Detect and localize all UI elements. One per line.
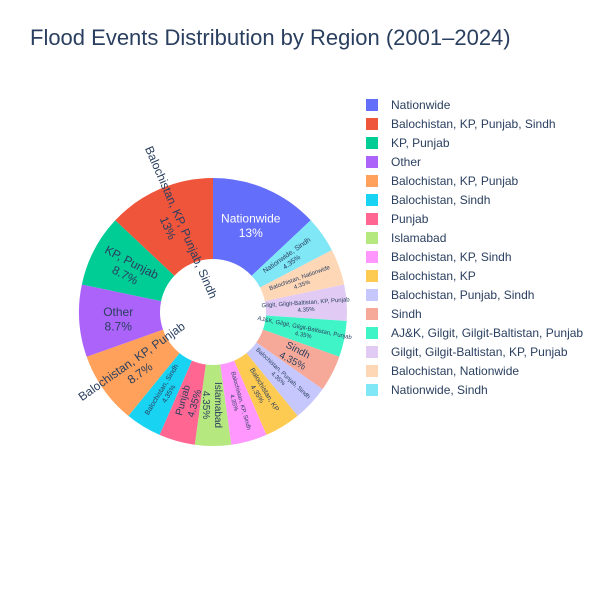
legend-label: Balochistan, Nationwide bbox=[391, 364, 519, 378]
legend-label: Balochistan, KP, Punjab, Sindh bbox=[391, 117, 556, 131]
chart-title: Flood Events Distribution by Region (200… bbox=[30, 25, 511, 50]
slice-nationwide-sindh[interactable] bbox=[251, 220, 332, 288]
legend-swatch bbox=[366, 194, 378, 206]
slice-balochistan-kp-sindh[interactable] bbox=[220, 360, 267, 445]
slice-ajandk-gilgit-gilgit-baltistan-punjab[interactable] bbox=[262, 315, 347, 357]
slice-label-percent: 4.35% bbox=[228, 394, 239, 413]
slice-islamabad[interactable] bbox=[194, 364, 232, 446]
legend-swatch bbox=[366, 232, 378, 244]
slice-sindh[interactable] bbox=[256, 329, 340, 390]
slice-balochistan-kp-punjab[interactable] bbox=[86, 329, 180, 416]
legend-label: Punjab bbox=[391, 212, 429, 226]
legend-label: AJ&K, Gilgit, Gilgit-Baltistan, Punjab bbox=[391, 326, 583, 340]
legend-item-nationwide-sindh[interactable]: Nationwide, Sindh bbox=[366, 383, 488, 397]
legend-item-balochistan-kp-sindh[interactable]: Balochistan, KP, Sindh bbox=[366, 250, 512, 264]
legend-item-balochistan-kp-punjab[interactable]: Balochistan, KP, Punjab bbox=[366, 174, 519, 188]
legend-label: Gilgit, Gilgit-Baltistan, KP, Punjab bbox=[391, 345, 568, 359]
legend-swatch bbox=[366, 289, 378, 301]
slice-label-percent: 4.35% bbox=[294, 331, 313, 340]
donut-slices bbox=[78, 178, 347, 446]
slice-nationwide[interactable] bbox=[213, 178, 311, 276]
slice-label-percent: 8.7% bbox=[105, 319, 133, 333]
legend-item-islamabad[interactable]: Islamabad bbox=[366, 231, 446, 245]
legend-item-punjab[interactable]: Punjab bbox=[366, 212, 429, 226]
legend-swatch bbox=[366, 213, 378, 225]
legend-item-ajandk-gilgit-gilgit-baltistan-punjab[interactable]: AJ&K, Gilgit, Gilgit-Baltistan, Punjab bbox=[366, 326, 583, 340]
legend-label: KP, Punjab bbox=[391, 136, 450, 150]
legend: Nationwide Balochistan, KP, Punjab, Sindh… bbox=[366, 98, 583, 397]
legend-swatch bbox=[366, 118, 378, 130]
legend-item-sindh[interactable]: Sindh bbox=[366, 307, 422, 321]
legend-item-balochistan-sindh[interactable]: Balochistan, Sindh bbox=[366, 193, 490, 207]
slice-kp-punjab[interactable] bbox=[81, 220, 175, 302]
legend-item-nationwide[interactable]: Nationwide bbox=[366, 98, 451, 112]
slice-balochistan-punjab-sindh[interactable] bbox=[246, 342, 323, 416]
legend-label: Islamabad bbox=[391, 231, 446, 245]
legend-label: Balochistan, KP bbox=[391, 269, 476, 283]
legend-label: Other bbox=[391, 155, 421, 169]
legend-swatch bbox=[366, 346, 378, 358]
slice-label-name: Nationwide bbox=[221, 211, 281, 225]
slice-balochistan-nationwide[interactable] bbox=[260, 250, 345, 302]
legend-swatch bbox=[366, 156, 378, 168]
slice-other[interactable] bbox=[78, 284, 164, 357]
slice-gilgit-gilgit-baltistan-kp-punjab[interactable] bbox=[264, 284, 347, 321]
legend-label: Sindh bbox=[391, 307, 422, 321]
legend-label: Balochistan, Punjab, Sindh bbox=[391, 288, 534, 302]
slice-label-percent: 4.35% bbox=[297, 307, 315, 314]
legend-label: Nationwide bbox=[391, 98, 451, 112]
slice-label-name: Islamabad bbox=[212, 382, 223, 428]
slice-balochistan-kp-punjab-sindh[interactable] bbox=[115, 178, 213, 276]
legend-label: Balochistan, KP, Sindh bbox=[391, 250, 512, 264]
legend-swatch bbox=[366, 175, 378, 187]
slice-balochistan-kp[interactable] bbox=[234, 353, 298, 435]
legend-swatch bbox=[366, 327, 378, 339]
legend-item-balochistan-kp-punjab-sindh[interactable]: Balochistan, KP, Punjab, Sindh bbox=[366, 117, 556, 131]
legend-swatch bbox=[366, 99, 378, 111]
legend-item-balochistan-nationwide[interactable]: Balochistan, Nationwide bbox=[366, 364, 519, 378]
slice-balochistan-sindh[interactable] bbox=[128, 353, 192, 435]
slice-label-percent: 4.35% bbox=[200, 391, 211, 419]
legend-swatch bbox=[366, 137, 378, 149]
legend-item-gilgit-gilgit-baltistan-kp-punjab[interactable]: Gilgit, Gilgit-Baltistan, KP, Punjab bbox=[366, 345, 568, 359]
legend-swatch bbox=[366, 365, 378, 377]
legend-item-kp-punjab[interactable]: KP, Punjab bbox=[366, 136, 450, 150]
legend-swatch bbox=[366, 270, 378, 282]
legend-swatch bbox=[366, 251, 378, 263]
legend-label: Balochistan, Sindh bbox=[391, 193, 490, 207]
legend-swatch bbox=[366, 384, 378, 396]
legend-label: Balochistan, KP, Punjab bbox=[391, 174, 519, 188]
slice-label-name: Other bbox=[103, 305, 133, 319]
legend-item-balochistan-kp[interactable]: Balochistan, KP bbox=[366, 269, 476, 283]
slice-punjab[interactable] bbox=[159, 360, 206, 445]
legend-item-other[interactable]: Other bbox=[366, 155, 421, 169]
slice-label-percent: 4.35% bbox=[293, 279, 312, 291]
legend-swatch bbox=[366, 308, 378, 320]
slice-label-percent: 13% bbox=[239, 226, 263, 240]
legend-item-balochistan-punjab-sindh[interactable]: Balochistan, Punjab, Sindh bbox=[366, 288, 534, 302]
legend-label: Nationwide, Sindh bbox=[391, 383, 488, 397]
